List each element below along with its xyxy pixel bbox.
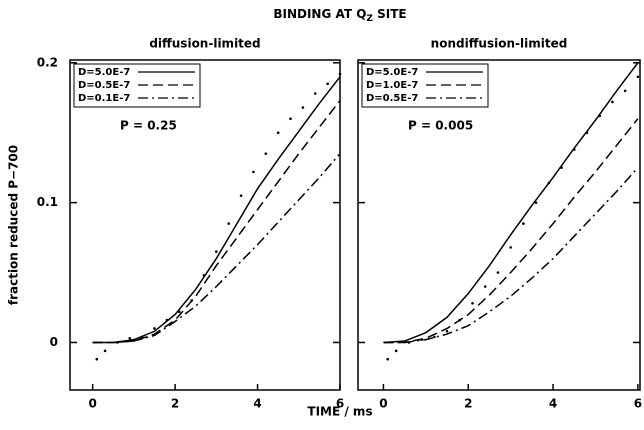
x-tick-label: 4 xyxy=(253,397,261,411)
y-tick-label: 0 xyxy=(50,335,58,349)
legend-label: D=0.1E-7 xyxy=(78,93,130,104)
series-line xyxy=(383,118,639,344)
legend-label: D=0.5E-7 xyxy=(366,93,418,104)
y-axis-label: fraction reduced P−700 xyxy=(7,145,21,305)
chart-title: BINDING AT QZ SITE xyxy=(273,7,406,24)
data-point xyxy=(394,349,398,353)
data-point xyxy=(103,349,107,353)
data-point xyxy=(276,131,280,135)
panel-title: diffusion-limited xyxy=(149,37,260,51)
data-point xyxy=(534,201,538,204)
plot-frame xyxy=(357,59,641,391)
y-tick-label: 0.1 xyxy=(37,195,58,209)
x-tick-label: 2 xyxy=(464,397,472,411)
x-tick-label: 0 xyxy=(88,397,96,411)
legend-label: D=5.0E-7 xyxy=(366,67,418,78)
data-point xyxy=(95,357,99,361)
data-point xyxy=(433,335,436,339)
series-line xyxy=(383,62,639,344)
x-tick-label: 2 xyxy=(171,397,179,411)
legend-label: D=1.0E-7 xyxy=(366,80,418,91)
data-point xyxy=(496,271,500,274)
data-point xyxy=(252,170,255,174)
data-point xyxy=(128,336,132,340)
data-point xyxy=(227,222,231,225)
data-point xyxy=(338,72,342,76)
data-point xyxy=(522,222,525,225)
data-point xyxy=(215,250,218,253)
x-tick-label: 6 xyxy=(634,397,642,411)
data-point xyxy=(509,246,512,249)
legend-box xyxy=(361,63,489,108)
series-line xyxy=(92,76,341,344)
data-point xyxy=(483,285,487,288)
x-axis-label: TIME / ms xyxy=(307,405,372,419)
panel-title: nondiffusion-limited xyxy=(431,37,568,51)
data-point xyxy=(623,89,627,93)
legend-box xyxy=(73,63,201,108)
x-tick-label: 4 xyxy=(549,397,557,411)
legend-label: D=5.0E-7 xyxy=(78,67,130,78)
data-point xyxy=(326,82,329,86)
data-point xyxy=(386,357,389,361)
data-point xyxy=(239,194,243,197)
data-point xyxy=(301,106,305,109)
data-point xyxy=(636,75,640,79)
data-point xyxy=(611,100,614,104)
y-tick-label: 0.2 xyxy=(37,55,58,69)
data-point xyxy=(445,329,449,333)
plot-frame xyxy=(69,59,341,391)
series-line xyxy=(383,167,639,344)
annotation: P = 0.005 xyxy=(408,119,473,133)
series-line xyxy=(92,100,341,344)
data-point xyxy=(153,327,156,330)
x-tick-label: 6 xyxy=(336,397,344,411)
legend-label: D=0.5E-7 xyxy=(78,80,130,91)
series-line xyxy=(92,153,341,344)
annotation: P = 0.25 xyxy=(120,119,177,133)
data-point xyxy=(313,92,317,95)
data-point xyxy=(289,117,292,121)
data-point xyxy=(471,302,474,305)
data-point xyxy=(264,152,268,155)
x-tick-label: 0 xyxy=(379,397,387,411)
